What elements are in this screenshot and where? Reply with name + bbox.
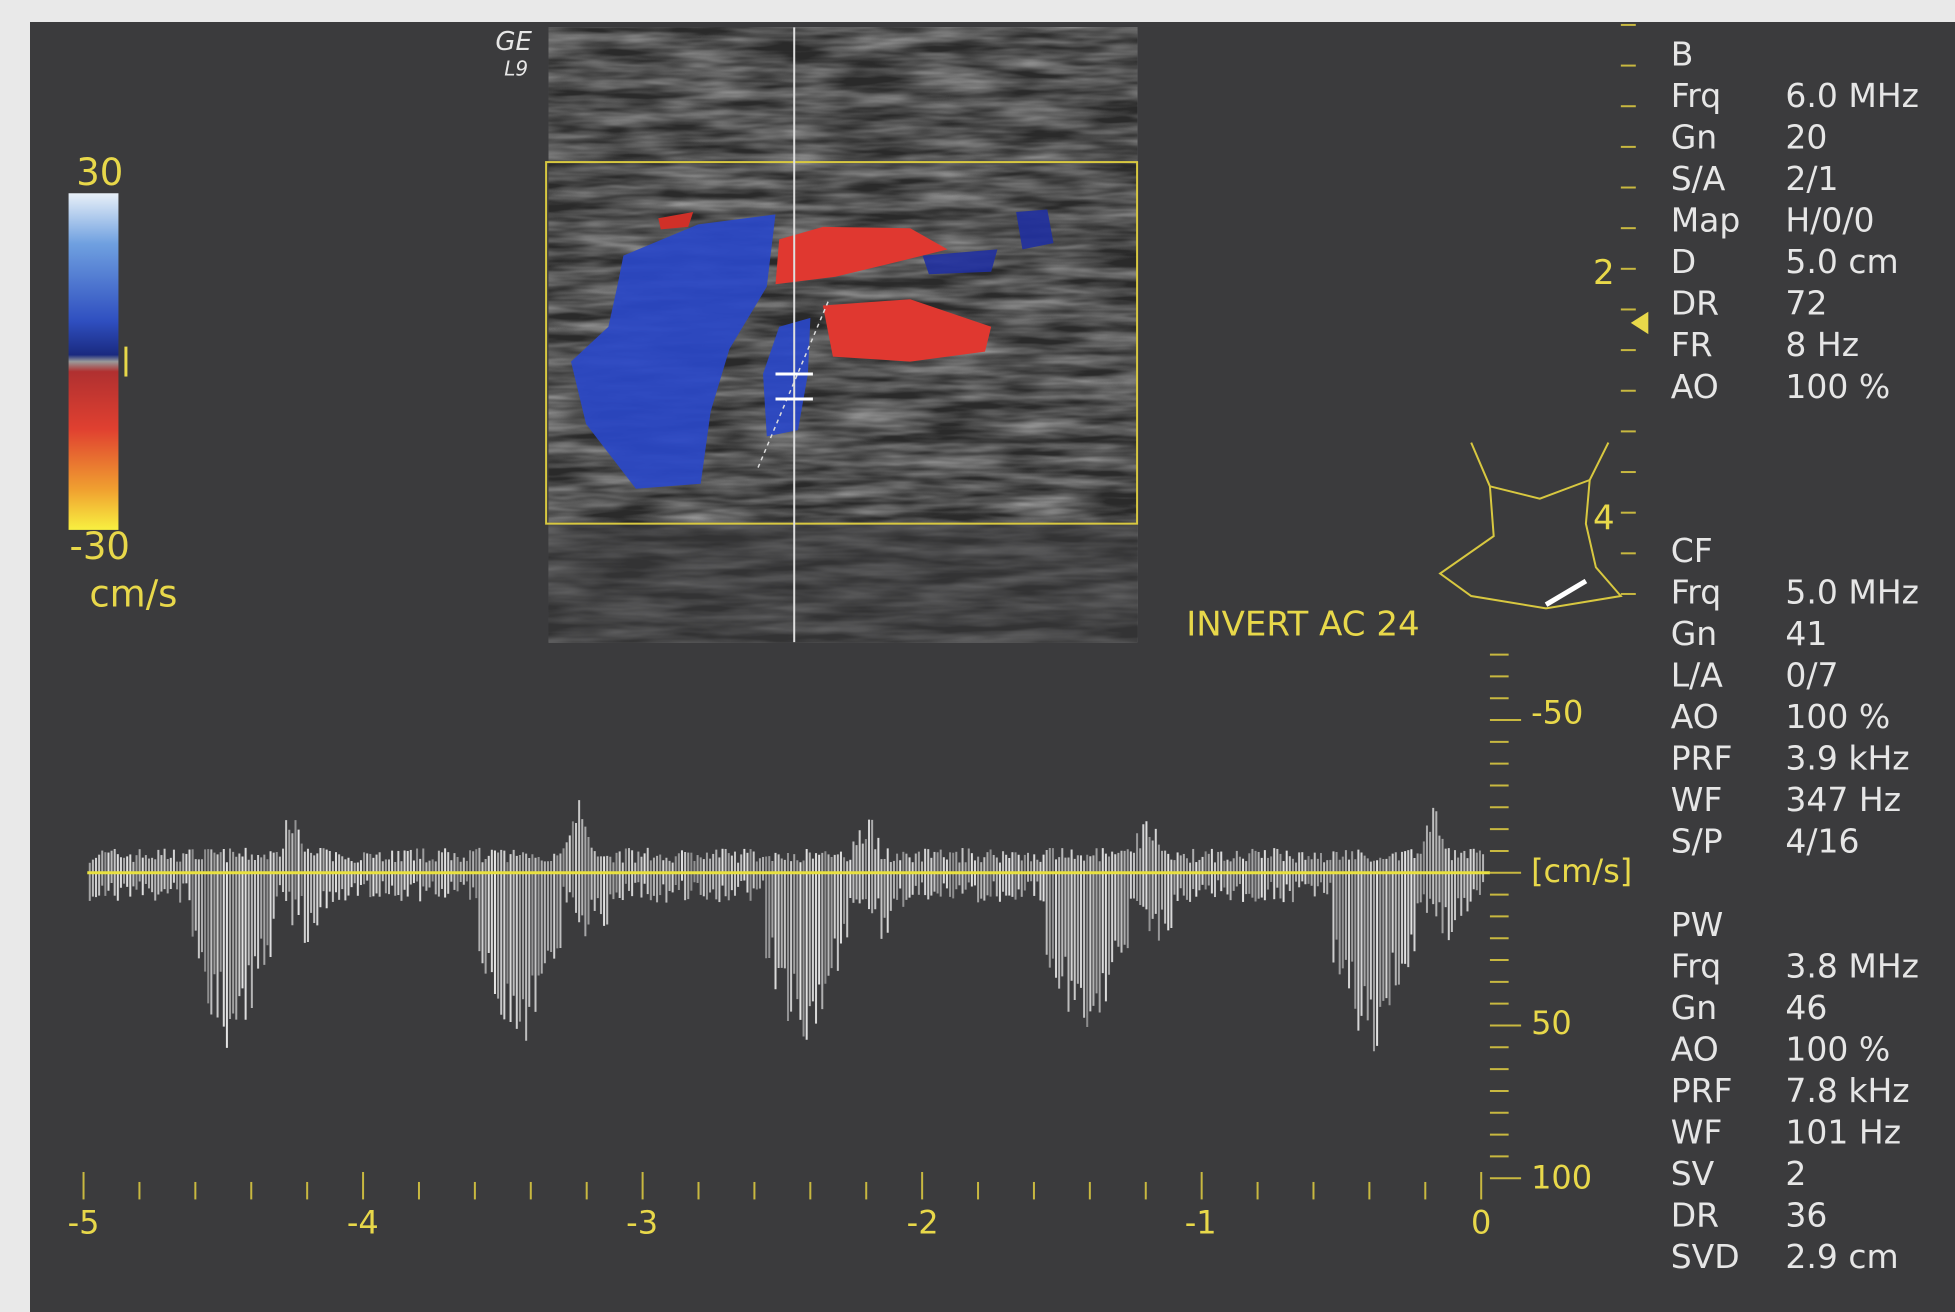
param-value: 3.8 MHz	[1785, 946, 1919, 985]
velocity-label: 50	[1531, 1004, 1572, 1042]
param-value: 36	[1785, 1196, 1827, 1235]
depth-label: 4	[1593, 498, 1615, 538]
param-label: WF	[1671, 1112, 1723, 1151]
param-label: PRF	[1671, 738, 1733, 777]
depth-label: 2	[1593, 253, 1615, 293]
param-label: DR	[1671, 284, 1719, 323]
param-value: 6.0 MHz	[1785, 76, 1919, 115]
color-scale-unit: cm/s	[89, 572, 177, 615]
color-bar	[69, 193, 119, 530]
param-label: PRF	[1671, 1071, 1733, 1110]
param-value: 5.0 cm	[1785, 242, 1898, 281]
param-value: 4/16	[1785, 821, 1859, 860]
mode-label: INVERT AC 24	[1186, 604, 1419, 644]
param-label: AO	[1671, 367, 1719, 406]
param-label: DR	[1671, 1196, 1719, 1235]
param-value: 20	[1785, 118, 1827, 157]
param-label: WF	[1671, 780, 1723, 819]
velocity-label: 100	[1531, 1158, 1592, 1196]
param-label: D	[1671, 242, 1696, 281]
param-label: Frq	[1671, 946, 1722, 985]
param-value: 2.9 cm	[1785, 1237, 1898, 1276]
param-label: Frq	[1671, 76, 1722, 115]
param-value: 5.0 MHz	[1785, 572, 1919, 611]
param-label: FR	[1671, 325, 1713, 364]
time-label: -5	[68, 1203, 100, 1241]
param-label: S/P	[1671, 821, 1723, 860]
time-label: -3	[626, 1203, 658, 1241]
probe-brand: GE	[495, 27, 532, 57]
param-label: Gn	[1671, 614, 1718, 653]
param-value: 72	[1785, 284, 1827, 323]
param-value: 347 Hz	[1785, 780, 1901, 819]
param-value: 46	[1785, 988, 1827, 1027]
param-value: 100 %	[1785, 697, 1890, 736]
param-value: 7.8 kHz	[1785, 1071, 1909, 1110]
section-title: CF	[1671, 531, 1713, 570]
bmode-fade	[549, 524, 1137, 642]
time-label: -1	[1185, 1203, 1217, 1241]
param-value: 41	[1785, 614, 1827, 653]
time-label: -2	[907, 1203, 939, 1241]
param-label: AO	[1671, 697, 1719, 736]
param-label: SV	[1671, 1154, 1715, 1193]
param-value: 3.9 kHz	[1785, 738, 1909, 777]
param-value: 2/1	[1785, 159, 1838, 198]
param-label: Map	[1671, 201, 1741, 240]
ultrasound-screen: GEL930-30cm/s24INVERT AC 24-50[cm/s]5010…	[0, 0, 1955, 1312]
blue-flow	[1016, 210, 1053, 250]
param-value: 0/7	[1785, 655, 1838, 694]
param-value: 2	[1785, 1154, 1806, 1193]
color-scale-min: -30	[70, 525, 130, 568]
section-title: B	[1671, 35, 1694, 74]
velocity-label: -50	[1531, 693, 1583, 731]
param-label: Gn	[1671, 118, 1718, 157]
param-value: 100 %	[1785, 1029, 1890, 1068]
param-label: L/A	[1671, 655, 1724, 694]
probe-model: L9	[504, 56, 528, 80]
velocity-label: [cm/s]	[1531, 852, 1632, 890]
color-scale-max: 30	[76, 151, 123, 194]
param-label: AO	[1671, 1029, 1719, 1068]
param-value: 100 %	[1785, 367, 1890, 406]
param-label: S/A	[1671, 159, 1726, 198]
param-label: SVD	[1671, 1237, 1740, 1276]
section-title: PW	[1671, 905, 1724, 944]
time-label: 0	[1471, 1203, 1491, 1241]
param-value: 101 Hz	[1785, 1112, 1901, 1151]
page: GEL930-30cm/s24INVERT AC 24-50[cm/s]5010…	[0, 0, 1955, 1312]
param-label: Frq	[1671, 572, 1722, 611]
param-value: H/0/0	[1785, 201, 1874, 240]
param-value: 8 Hz	[1785, 325, 1859, 364]
time-label: -4	[347, 1203, 379, 1241]
param-label: Gn	[1671, 988, 1718, 1027]
